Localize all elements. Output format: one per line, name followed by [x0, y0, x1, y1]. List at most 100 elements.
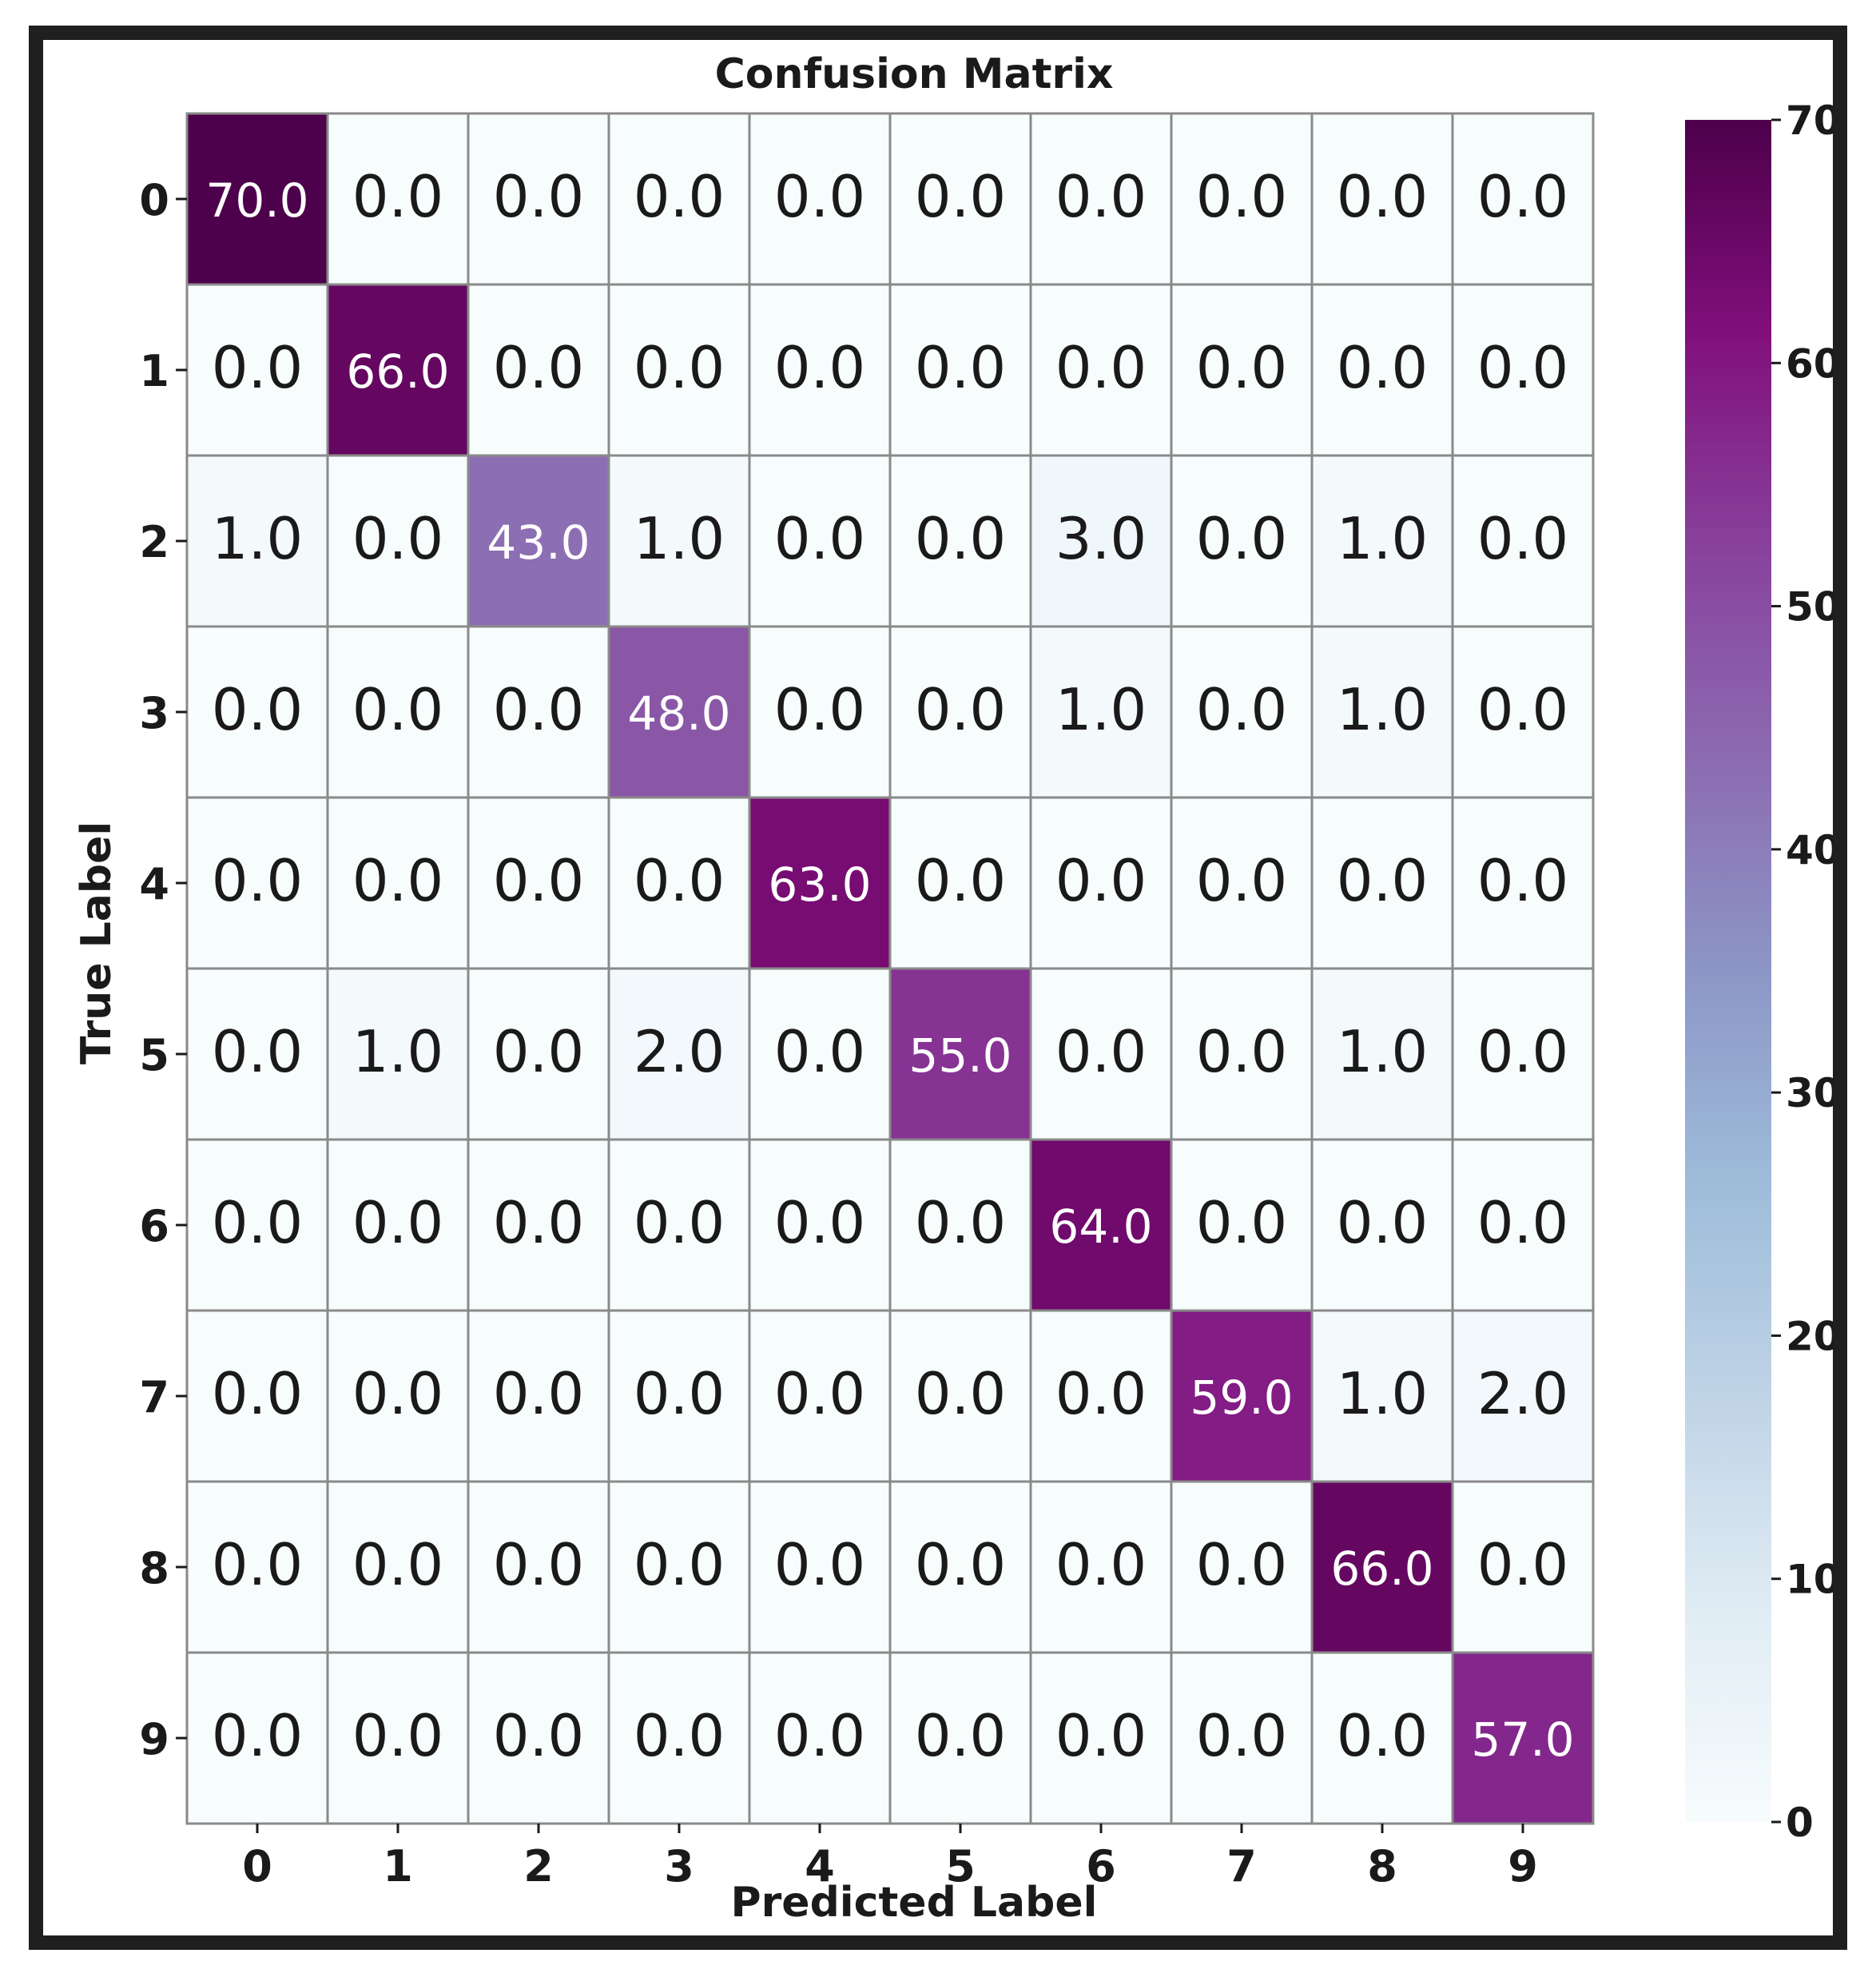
heatmap-cell-1-5	[888, 283, 1032, 457]
cell-label-2-2: 43.0	[487, 515, 590, 570]
x-tick-label-4: 4	[805, 1841, 835, 1892]
colorbar-tick-label-20: 20	[1786, 1313, 1833, 1359]
heatmap-cell-7-2	[467, 1309, 610, 1483]
cell-label-2-4: 0.0	[774, 505, 866, 572]
heatmap-cell-8-2	[467, 1480, 610, 1654]
heatmap-cell-2-6	[1029, 454, 1173, 628]
cell-label-6-0: 0.0	[212, 1189, 304, 1256]
cell-label-9-0: 0.0	[212, 1702, 304, 1769]
colorbar-tick-label-50: 50	[1786, 584, 1833, 631]
x-axis-ticks: 0 1 2 3 4 5 6 7 8 9	[242, 1824, 1538, 1892]
colorbar-tick-label-0: 0	[1786, 1800, 1814, 1846]
heatmap-cell-4-5	[888, 796, 1032, 970]
y-tick-label-5: 5	[139, 1030, 169, 1080]
cell-label-0-2: 0.0	[493, 163, 585, 230]
heatmap-cell-9-0	[185, 1651, 329, 1825]
cell-label-7-5: 0.0	[915, 1360, 1007, 1427]
colorbar-tick-label-10: 10	[1786, 1557, 1833, 1603]
colorbar-tick-label-40: 40	[1786, 827, 1833, 873]
cell-label-5-6: 0.0	[1055, 1018, 1147, 1085]
heatmap-cell-9-4	[748, 1651, 892, 1825]
cell-label-3-3: 48.0	[627, 686, 730, 741]
heatmap-cell-2-0	[185, 454, 329, 628]
cell-label-7-7: 59.0	[1190, 1370, 1293, 1425]
y-tick-label-3: 3	[139, 688, 169, 738]
x-tick-label-8: 8	[1367, 1841, 1397, 1892]
colorbar: 0 10 20 30 40 50 60 70	[1685, 97, 1833, 1846]
cell-label-8-3: 0.0	[634, 1531, 725, 1598]
x-tick-label-9: 9	[1508, 1841, 1538, 1892]
heatmap-cell-3-8	[1310, 625, 1454, 799]
heatmap-cell-0-1	[326, 112, 470, 286]
cell-label-0-3: 0.0	[634, 163, 725, 230]
cell-label-1-5: 0.0	[915, 334, 1007, 401]
x-axis-label: Predicted Label	[731, 1879, 1098, 1927]
cell-label-9-8: 0.0	[1337, 1702, 1429, 1769]
cell-label-4-8: 0.0	[1337, 847, 1429, 914]
cell-label-1-6: 0.0	[1055, 334, 1147, 401]
heatmap-cell-0-9	[1451, 112, 1595, 286]
heatmap-cell-5-2	[467, 967, 610, 1141]
y-tick-label-9: 9	[139, 1714, 169, 1764]
cell-label-2-5: 0.0	[915, 505, 1007, 572]
colorbar-gradient	[1685, 120, 1771, 1822]
heatmap-cell-8-1	[326, 1480, 470, 1654]
heatmap-cell-6-8	[1310, 1138, 1454, 1312]
heatmap-cell-8-6	[1029, 1480, 1173, 1654]
cell-label-5-2: 0.0	[493, 1018, 585, 1085]
heatmap-cell-7-9	[1451, 1309, 1595, 1483]
cell-label-1-0: 0.0	[212, 334, 304, 401]
cell-label-4-1: 0.0	[352, 847, 444, 914]
cell-label-2-3: 1.0	[634, 505, 725, 572]
heatmap-cell-1-8	[1310, 283, 1454, 457]
y-tick-label-1: 1	[139, 346, 169, 396]
heatmap-cell-9-1	[326, 1651, 470, 1825]
x-tick-label-5: 5	[945, 1841, 976, 1892]
chart-title: Confusion Matrix	[715, 50, 1114, 98]
x-tick-label-3: 3	[664, 1841, 694, 1892]
heatmap-cell-0-3	[607, 112, 751, 286]
cell-label-9-2: 0.0	[493, 1702, 585, 1769]
cell-label-1-8: 0.0	[1337, 334, 1429, 401]
cell-label-2-1: 0.0	[352, 505, 444, 572]
heatmap-cell-8-9	[1451, 1480, 1595, 1654]
cell-label-8-5: 0.0	[915, 1531, 1007, 1598]
chart-frame: Confusion Matrix 70.0 0.0 0.0 0.0 0.0 0.0 0.0 0…	[29, 26, 1847, 1950]
cell-label-7-2: 0.0	[493, 1360, 585, 1427]
cell-label-0-6: 0.0	[1055, 163, 1147, 230]
cell-label-8-9: 0.0	[1477, 1531, 1569, 1598]
y-tick-label-8: 8	[139, 1543, 169, 1593]
cell-label-8-4: 0.0	[774, 1531, 866, 1598]
heatmap-cell-0-5	[888, 112, 1032, 286]
cell-label-4-6: 0.0	[1055, 847, 1147, 914]
cell-label-4-4: 63.0	[768, 857, 871, 912]
cell-label-5-4: 0.0	[774, 1018, 866, 1085]
heatmap-cell-9-6	[1029, 1651, 1173, 1825]
cell-label-3-8: 1.0	[1337, 676, 1429, 743]
cell-label-8-7: 0.0	[1196, 1531, 1288, 1598]
heatmap-cell-4-8	[1310, 796, 1454, 970]
heatmap-cell-8-4	[748, 1480, 892, 1654]
heatmap-cell-6-0	[185, 1138, 329, 1312]
cell-label-8-2: 0.0	[493, 1531, 585, 1598]
cell-label-6-6: 64.0	[1049, 1199, 1152, 1254]
heatmap-cell-3-7	[1170, 625, 1314, 799]
heatmap-cell-4-1	[326, 796, 470, 970]
cell-label-1-2: 0.0	[493, 334, 585, 401]
cell-label-5-9: 0.0	[1477, 1018, 1569, 1085]
heatmap-cell-3-6	[1029, 625, 1173, 799]
heatmap-cell-7-7	[1170, 1309, 1314, 1483]
colorbar-tick-label-70: 70	[1786, 97, 1833, 144]
cell-label-6-9: 0.0	[1477, 1189, 1569, 1256]
cell-label-1-7: 0.0	[1196, 334, 1288, 401]
cell-label-7-0: 0.0	[212, 1360, 304, 1427]
cell-label-9-9: 57.0	[1471, 1713, 1574, 1767]
cell-label-9-6: 0.0	[1055, 1702, 1147, 1769]
heatmap-cell-4-2	[467, 796, 610, 970]
heatmap-cell-0-2	[467, 112, 610, 286]
heatmap-cell-1-3	[607, 283, 751, 457]
heatmap-cell-5-5	[888, 967, 1032, 1141]
cell-label-3-0: 0.0	[212, 676, 304, 743]
heatmap-cell-0-0	[185, 112, 329, 286]
cell-label-0-8: 0.0	[1337, 163, 1429, 230]
